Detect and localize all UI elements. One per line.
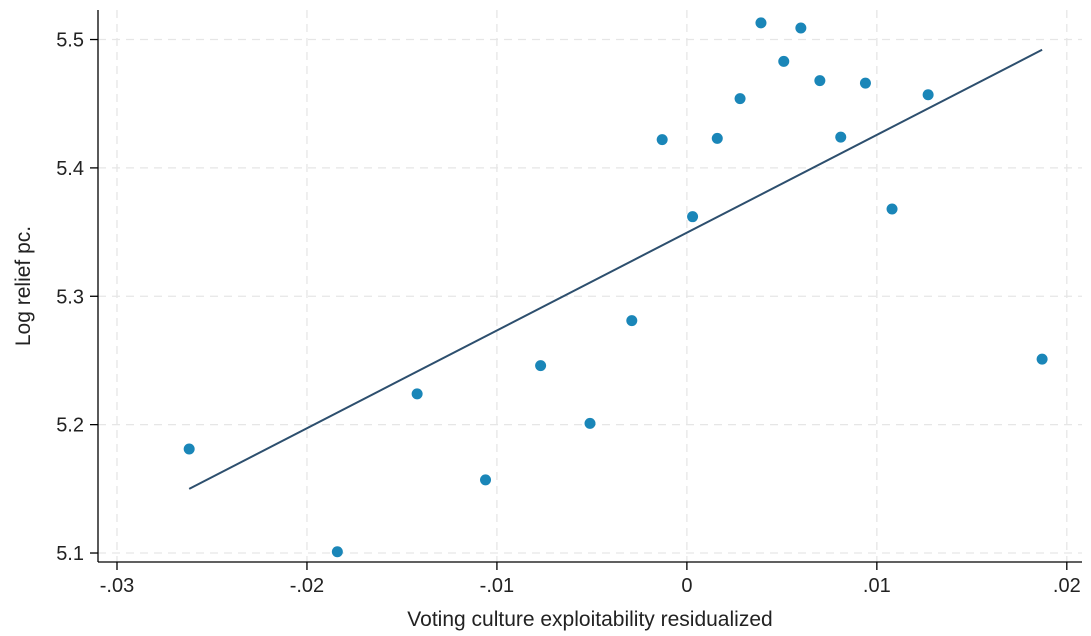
data-point <box>584 417 596 429</box>
data-point <box>922 89 934 101</box>
y-tick-label: 5.4 <box>56 158 84 180</box>
y-tick-label: 5.5 <box>56 30 84 52</box>
points-group <box>183 17 1048 558</box>
fit-line-group <box>188 48 1043 490</box>
x-tick-label: .01 <box>863 575 891 597</box>
data-point <box>656 134 668 146</box>
data-point <box>795 22 807 34</box>
grid <box>98 10 1082 562</box>
x-tick-label: -.01 <box>480 575 514 597</box>
x-tick-label: 0 <box>681 575 692 597</box>
y-tick-label: 5.2 <box>56 415 84 437</box>
data-point <box>480 474 492 486</box>
data-point <box>331 546 343 558</box>
data-point <box>411 388 423 400</box>
fit-line <box>188 48 1043 490</box>
data-point <box>755 17 767 29</box>
y-tick-label: 5.1 <box>56 543 84 565</box>
ticks: -.03 -.02 -.01 0 .01 .02 5.1 5.2 5.3 5.4 5.5 <box>56 30 1081 597</box>
data-point <box>626 315 638 327</box>
x-tick-label: -.03 <box>100 575 134 597</box>
x-tick-label: -.02 <box>290 575 324 597</box>
data-point <box>835 131 847 143</box>
data-point <box>711 132 723 144</box>
data-point <box>535 360 547 372</box>
data-point <box>687 211 699 223</box>
data-point <box>886 203 898 215</box>
x-axis-title: Voting culture exploitability residualiz… <box>407 608 772 631</box>
data-point <box>778 55 790 67</box>
y-axis-title: Log relief pc. <box>12 226 35 346</box>
y-tick-label: 5.3 <box>56 286 84 308</box>
data-point <box>734 93 746 105</box>
axes <box>97 10 1082 563</box>
data-point <box>859 77 871 89</box>
data-point <box>183 443 195 455</box>
data-point <box>1036 353 1048 365</box>
data-point <box>814 75 826 87</box>
x-tick-label: .02 <box>1053 575 1081 597</box>
